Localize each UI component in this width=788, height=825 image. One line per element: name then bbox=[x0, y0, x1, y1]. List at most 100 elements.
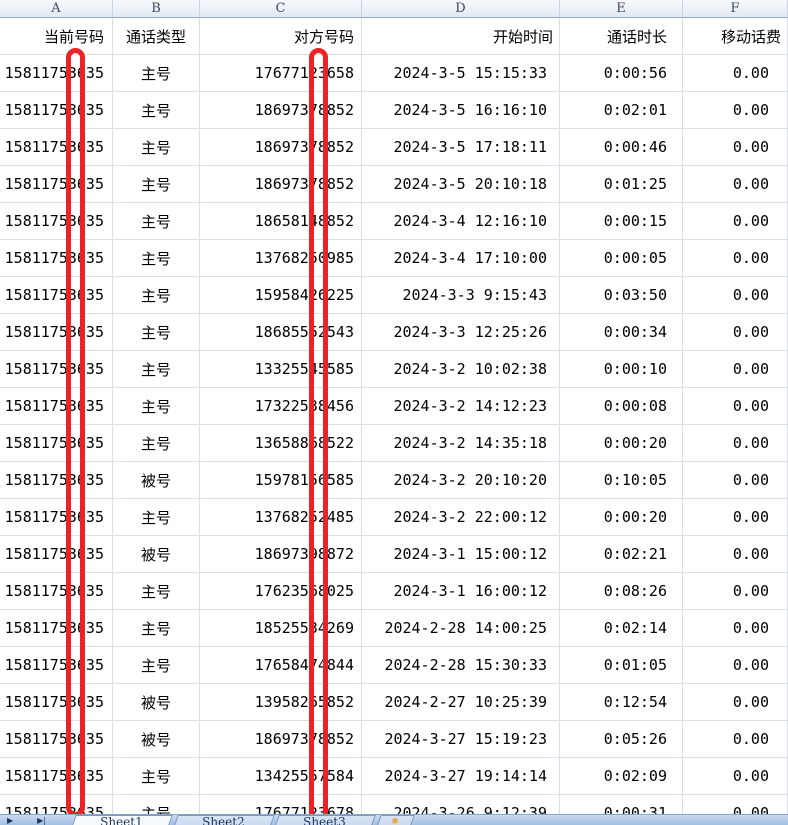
table-cell[interactable]: 0.00 bbox=[683, 351, 788, 388]
table-cell[interactable]: 18658148852 bbox=[200, 203, 362, 240]
table-cell[interactable]: 2024-3-2 14:12:23 bbox=[362, 388, 560, 425]
table-cell[interactable]: 主号 bbox=[113, 166, 200, 203]
table-cell[interactable]: 0.00 bbox=[683, 573, 788, 610]
table-cell[interactable]: 0:00:56 bbox=[560, 55, 683, 92]
table-cell[interactable]: 0.00 bbox=[683, 758, 788, 795]
table-cell[interactable]: 17623568025 bbox=[200, 573, 362, 610]
table-cell[interactable]: 主号 bbox=[113, 425, 200, 462]
table-cell[interactable]: 0:01:05 bbox=[560, 647, 683, 684]
table-cell[interactable]: 2024-3-4 12:16:10 bbox=[362, 203, 560, 240]
table-cell[interactable]: 13768252485 bbox=[200, 499, 362, 536]
table-cell[interactable]: 15811753635 bbox=[0, 462, 113, 499]
table-cell[interactable]: 2024-3-27 15:19:23 bbox=[362, 721, 560, 758]
table-cell[interactable]: 15811753635 bbox=[0, 240, 113, 277]
table-cell[interactable]: 2024-3-5 16:16:10 bbox=[362, 92, 560, 129]
insert-worksheet-tab[interactable]: ✱ bbox=[373, 815, 415, 825]
table-cell[interactable]: 0.00 bbox=[683, 129, 788, 166]
table-cell[interactable]: 15811753635 bbox=[0, 351, 113, 388]
table-cell[interactable]: 主号 bbox=[113, 499, 200, 536]
table-cell[interactable]: 15811753635 bbox=[0, 388, 113, 425]
table-cell[interactable]: 18697378852 bbox=[200, 721, 362, 758]
table-cell[interactable]: 2024-3-27 19:14:14 bbox=[362, 758, 560, 795]
table-cell[interactable]: 18525534269 bbox=[200, 610, 362, 647]
table-cell[interactable]: 13425557584 bbox=[200, 758, 362, 795]
table-cell[interactable]: 主号 bbox=[113, 277, 200, 314]
header-cell[interactable]: 移动话费 bbox=[683, 18, 788, 55]
header-cell[interactable]: 通话时长 bbox=[560, 18, 683, 55]
table-cell[interactable]: 主号 bbox=[113, 647, 200, 684]
column-header-b[interactable]: B bbox=[113, 0, 200, 18]
table-cell[interactable]: 0.00 bbox=[683, 721, 788, 758]
table-cell[interactable]: 2024-3-5 20:10:18 bbox=[362, 166, 560, 203]
table-cell[interactable]: 0:02:21 bbox=[560, 536, 683, 573]
table-cell[interactable]: 15811753635 bbox=[0, 203, 113, 240]
table-cell[interactable]: 15811753635 bbox=[0, 610, 113, 647]
table-cell[interactable]: 2024-3-3 12:25:26 bbox=[362, 314, 560, 351]
table-cell[interactable]: 13325545585 bbox=[200, 351, 362, 388]
table-cell[interactable]: 13768250985 bbox=[200, 240, 362, 277]
table-cell[interactable]: 被号 bbox=[113, 721, 200, 758]
table-cell[interactable]: 2024-3-1 15:00:12 bbox=[362, 536, 560, 573]
table-cell[interactable]: 被号 bbox=[113, 684, 200, 721]
header-cell[interactable]: 对方号码 bbox=[200, 18, 362, 55]
table-cell[interactable]: 15811753635 bbox=[0, 314, 113, 351]
table-cell[interactable]: 0:00:20 bbox=[560, 499, 683, 536]
table-cell[interactable]: 13658868522 bbox=[200, 425, 362, 462]
table-cell[interactable]: 2024-2-28 15:30:33 bbox=[362, 647, 560, 684]
table-cell[interactable]: 18697378852 bbox=[200, 166, 362, 203]
column-header-f[interactable]: F bbox=[683, 0, 788, 18]
scroll-last-icon[interactable]: ▶| bbox=[37, 816, 47, 825]
table-cell[interactable]: 15811753635 bbox=[0, 166, 113, 203]
table-cell[interactable]: 15811753635 bbox=[0, 536, 113, 573]
table-cell[interactable]: 0:00:10 bbox=[560, 351, 683, 388]
header-cell[interactable]: 开始时间 bbox=[362, 18, 560, 55]
table-cell[interactable]: 2024-3-1 16:00:12 bbox=[362, 573, 560, 610]
table-cell[interactable]: 2024-3-2 22:00:12 bbox=[362, 499, 560, 536]
table-cell[interactable]: 0:08:26 bbox=[560, 573, 683, 610]
table-cell[interactable]: 15811753635 bbox=[0, 277, 113, 314]
table-cell[interactable]: 0:02:09 bbox=[560, 758, 683, 795]
table-cell[interactable]: 13958265852 bbox=[200, 684, 362, 721]
table-cell[interactable]: 18685552543 bbox=[200, 314, 362, 351]
table-cell[interactable]: 15811753635 bbox=[0, 684, 113, 721]
table-cell[interactable]: 2024-3-3 9:15:43 bbox=[362, 277, 560, 314]
table-cell[interactable]: 0.00 bbox=[683, 203, 788, 240]
table-cell[interactable]: 0.00 bbox=[683, 92, 788, 129]
table-cell[interactable]: 0.00 bbox=[683, 277, 788, 314]
table-cell[interactable]: 0.00 bbox=[683, 462, 788, 499]
table-cell[interactable]: 2024-2-28 14:00:25 bbox=[362, 610, 560, 647]
sheet-tab-sheet1[interactable]: Sheet1 bbox=[68, 815, 173, 825]
table-cell[interactable]: 0:02:01 bbox=[560, 92, 683, 129]
table-cell[interactable]: 0.00 bbox=[683, 610, 788, 647]
table-cell[interactable]: 15811753635 bbox=[0, 55, 113, 92]
column-header-c[interactable]: C bbox=[200, 0, 362, 18]
table-cell[interactable]: 15811753635 bbox=[0, 721, 113, 758]
table-cell[interactable]: 0:02:14 bbox=[560, 610, 683, 647]
table-cell[interactable]: 2024-3-2 20:10:20 bbox=[362, 462, 560, 499]
table-cell[interactable]: 0:00:15 bbox=[560, 203, 683, 240]
table-cell[interactable]: 2024-2-27 10:25:39 bbox=[362, 684, 560, 721]
table-cell[interactable]: 15811753635 bbox=[0, 425, 113, 462]
table-cell[interactable]: 主号 bbox=[113, 203, 200, 240]
table-cell[interactable]: 18697378852 bbox=[200, 92, 362, 129]
table-cell[interactable]: 15811753635 bbox=[0, 647, 113, 684]
table-cell[interactable]: 15811753635 bbox=[0, 758, 113, 795]
table-cell[interactable]: 被号 bbox=[113, 462, 200, 499]
table-cell[interactable]: 被号 bbox=[113, 536, 200, 573]
table-cell[interactable]: 0.00 bbox=[683, 314, 788, 351]
column-header-a[interactable]: A bbox=[0, 0, 113, 18]
table-cell[interactable]: 0.00 bbox=[683, 536, 788, 573]
header-cell[interactable]: 当前号码 bbox=[0, 18, 113, 55]
table-cell[interactable]: 0.00 bbox=[683, 499, 788, 536]
sheet-tab-sheet2[interactable]: Sheet2 bbox=[169, 815, 275, 825]
table-cell[interactable]: 17658474844 bbox=[200, 647, 362, 684]
table-cell[interactable]: 主号 bbox=[113, 351, 200, 388]
table-cell[interactable]: 主号 bbox=[113, 129, 200, 166]
table-cell[interactable]: 主号 bbox=[113, 92, 200, 129]
table-cell[interactable]: 主号 bbox=[113, 314, 200, 351]
table-cell[interactable]: 2024-3-5 17:18:11 bbox=[362, 129, 560, 166]
table-cell[interactable]: 2024-3-2 10:02:38 bbox=[362, 351, 560, 388]
table-cell[interactable]: 0.00 bbox=[683, 684, 788, 721]
table-cell[interactable]: 0.00 bbox=[683, 425, 788, 462]
table-cell[interactable]: 0:03:50 bbox=[560, 277, 683, 314]
